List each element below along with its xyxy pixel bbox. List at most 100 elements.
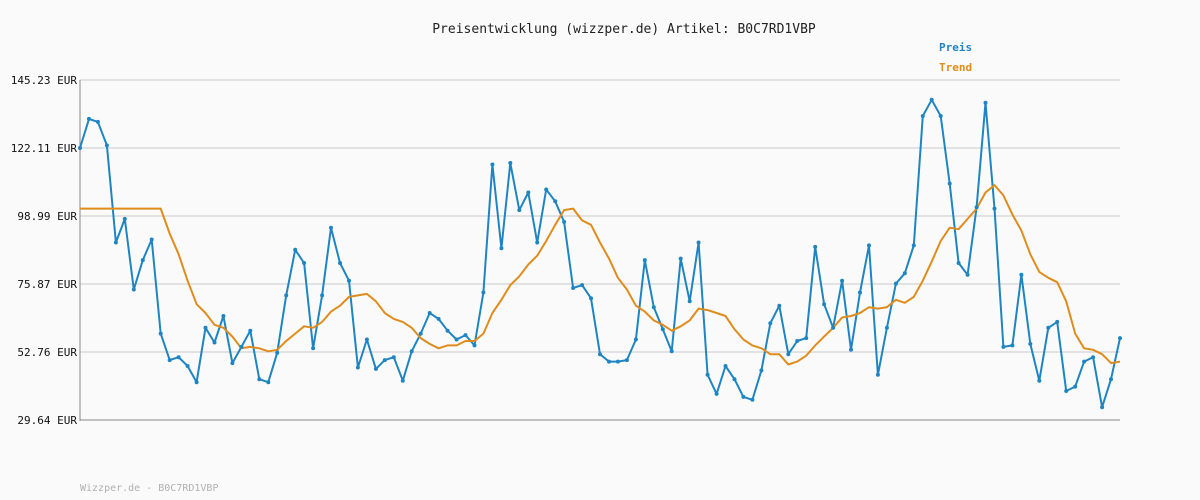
footer-text: Wizzper.de - B0C7RD1VBP <box>80 483 218 494</box>
data-point <box>149 237 154 242</box>
data-point <box>696 240 701 245</box>
data-point <box>920 114 925 118</box>
data-point <box>875 372 880 377</box>
data-point <box>167 358 172 363</box>
grid-lines <box>80 79 1120 353</box>
data-point <box>230 361 235 366</box>
data-point <box>248 328 253 333</box>
data-points <box>78 97 1122 410</box>
data-point <box>849 347 853 352</box>
data-point <box>660 327 665 332</box>
data-point <box>409 349 414 354</box>
data-point <box>463 333 468 338</box>
y-tick-label: 52.76 EUR <box>17 346 77 359</box>
data-point <box>329 225 333 230</box>
data-point <box>795 339 800 343</box>
data-point <box>893 281 898 286</box>
data-point <box>87 116 91 121</box>
data-point <box>221 314 226 318</box>
data-point <box>418 331 423 336</box>
data-point <box>858 290 862 295</box>
data-point <box>275 350 280 355</box>
data-point <box>1055 319 1060 324</box>
data-point <box>902 271 907 276</box>
data-point <box>553 199 558 204</box>
data-point <box>131 287 136 292</box>
series-line-trend <box>80 184 1121 366</box>
data-point <box>884 325 889 330</box>
data-point <box>651 305 656 310</box>
data-point <box>1100 405 1105 410</box>
data-point <box>544 187 549 192</box>
data-point <box>212 340 217 345</box>
data-point <box>239 344 244 349</box>
y-tick-labels: 145.23 EUR 122.11 EUR 98.99 EUR 75.87 EUR 52… <box>11 74 78 427</box>
data-point <box>562 219 567 224</box>
legend-preis: Preis <box>939 41 972 54</box>
data-point <box>1064 389 1069 393</box>
data-point <box>1010 343 1015 348</box>
data-point <box>95 119 100 124</box>
data-point <box>320 293 325 298</box>
data-point <box>956 261 961 265</box>
data-point <box>813 244 818 249</box>
data-point <box>436 316 441 321</box>
y-tick-label: 75.87 EUR <box>17 278 77 291</box>
data-point <box>669 349 674 354</box>
data-point <box>607 359 611 364</box>
data-point <box>974 205 979 210</box>
data-point <box>759 368 764 373</box>
data-point <box>1046 325 1051 330</box>
legend: Preis Trend <box>939 41 972 74</box>
data-point <box>831 325 836 330</box>
data-point <box>911 243 916 248</box>
data-point <box>822 302 827 307</box>
data-point <box>176 355 181 360</box>
data-point <box>140 258 145 263</box>
axes <box>79 80 1120 421</box>
data-point <box>571 286 576 290</box>
data-point <box>194 380 199 385</box>
data-point <box>786 352 791 357</box>
data-point <box>777 303 782 308</box>
data-point <box>768 321 773 326</box>
series-line-preis <box>79 98 1121 409</box>
data-point <box>589 296 593 301</box>
data-point <box>580 283 585 288</box>
data-point <box>490 162 495 167</box>
data-point <box>427 311 432 315</box>
data-point <box>311 346 316 351</box>
data-point <box>642 258 647 263</box>
data-point <box>929 97 934 102</box>
data-point <box>266 380 271 385</box>
data-point <box>840 278 845 283</box>
data-point <box>1109 377 1113 382</box>
data-point <box>1001 344 1006 349</box>
data-point <box>705 372 710 377</box>
data-point <box>499 246 504 251</box>
data-point <box>526 190 531 195</box>
data-point <box>302 261 307 265</box>
data-point <box>257 377 262 382</box>
data-point <box>391 355 396 360</box>
data-point <box>867 243 871 248</box>
data-point <box>347 278 351 283</box>
series-lines <box>79 98 1121 409</box>
data-point <box>78 146 82 150</box>
data-point <box>598 352 602 357</box>
data-point <box>355 365 360 370</box>
data-point <box>364 337 369 342</box>
data-point <box>732 377 737 382</box>
data-point <box>508 161 513 165</box>
data-point <box>445 328 450 333</box>
data-point <box>535 240 540 245</box>
data-point <box>517 208 522 213</box>
data-point <box>741 394 746 399</box>
data-point <box>481 290 486 295</box>
data-point <box>158 331 163 336</box>
data-point <box>338 261 342 265</box>
data-point <box>382 358 387 363</box>
data-point <box>1118 336 1122 341</box>
